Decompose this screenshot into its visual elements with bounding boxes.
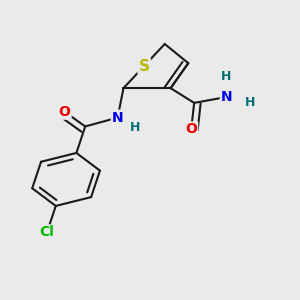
Text: H: H — [221, 70, 232, 83]
Text: H: H — [130, 122, 140, 134]
Text: Cl: Cl — [40, 225, 54, 239]
Text: O: O — [185, 122, 197, 136]
Text: N: N — [221, 90, 232, 104]
Text: N: N — [112, 111, 123, 124]
Text: H: H — [245, 96, 255, 110]
Text: S: S — [139, 58, 150, 74]
Text: O: O — [59, 105, 70, 119]
